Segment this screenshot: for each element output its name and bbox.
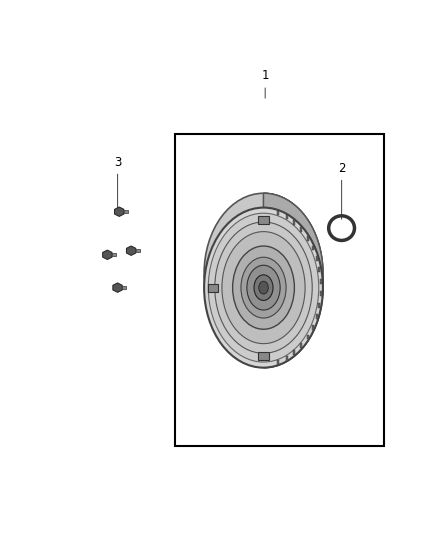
Polygon shape [115, 207, 124, 216]
Bar [175, 134, 384, 446]
Polygon shape [102, 250, 112, 260]
Ellipse shape [247, 265, 280, 310]
Bar [320, 279, 321, 284]
Bar [293, 350, 296, 355]
Bar [277, 211, 279, 215]
Bar [316, 256, 318, 261]
Text: 2: 2 [338, 162, 345, 219]
Bar [286, 356, 288, 361]
Polygon shape [113, 283, 122, 293]
Text: 1: 1 [261, 69, 269, 98]
FancyBboxPatch shape [136, 249, 140, 252]
Ellipse shape [241, 257, 286, 318]
Bar [312, 246, 314, 251]
Ellipse shape [233, 246, 294, 329]
FancyBboxPatch shape [258, 352, 268, 360]
Bar [286, 214, 288, 220]
FancyBboxPatch shape [123, 286, 126, 289]
Ellipse shape [259, 281, 268, 294]
Ellipse shape [208, 213, 319, 362]
FancyBboxPatch shape [258, 215, 268, 224]
Text: 3: 3 [114, 156, 121, 209]
Bar [277, 360, 279, 365]
Ellipse shape [204, 207, 323, 368]
FancyBboxPatch shape [124, 210, 128, 213]
Bar [320, 291, 321, 296]
Ellipse shape [204, 193, 323, 353]
Ellipse shape [254, 275, 273, 301]
FancyBboxPatch shape [208, 284, 218, 292]
Polygon shape [264, 193, 323, 368]
Bar [307, 236, 309, 241]
Polygon shape [127, 246, 136, 255]
Ellipse shape [222, 232, 305, 344]
Bar [307, 335, 309, 340]
FancyBboxPatch shape [112, 253, 116, 256]
Bar [316, 314, 318, 319]
Polygon shape [264, 193, 323, 368]
Bar [300, 343, 303, 348]
Bar [312, 325, 314, 330]
Bar [293, 220, 296, 225]
Bar [300, 227, 303, 232]
Bar [318, 268, 320, 272]
Ellipse shape [215, 222, 312, 353]
Bar [318, 303, 320, 308]
